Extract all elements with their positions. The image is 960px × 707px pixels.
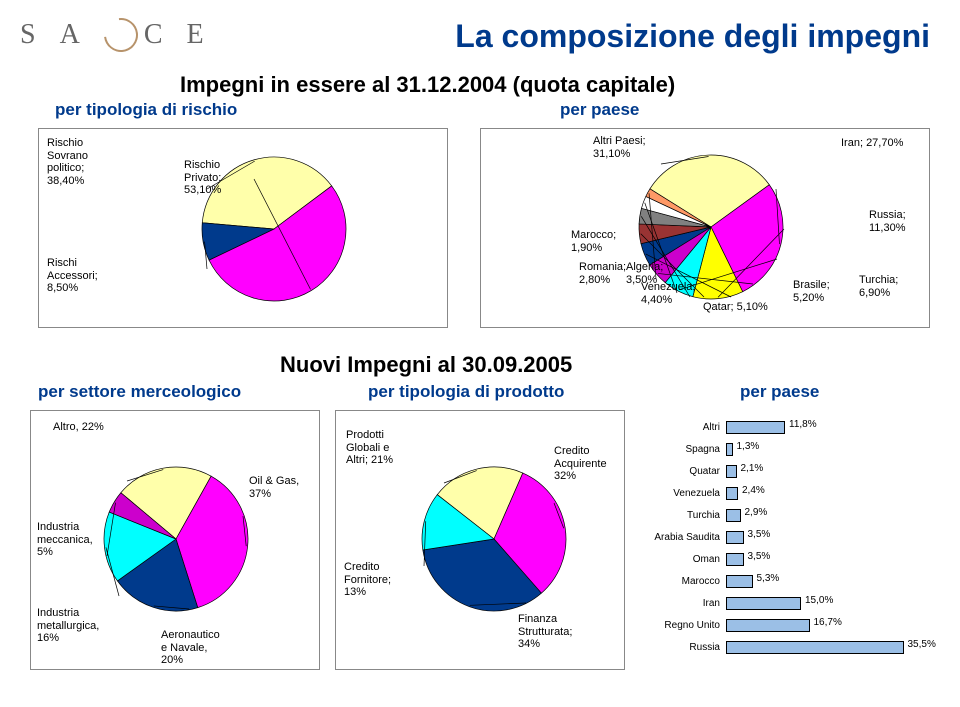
pie-slice-label: RischioPrivato;53,10% — [184, 159, 221, 197]
bar-category-label: Russia — [640, 642, 726, 653]
section-label-tipologia: per tipologia di rischio — [55, 100, 237, 120]
bar-category-label: Oman — [640, 554, 726, 565]
bar-fill — [726, 641, 904, 654]
bar-category-label: Arabia Saudita — [640, 532, 726, 543]
section-label-paese2: per paese — [740, 382, 819, 402]
chart-paese-bar: Altri 11,8% Spagna 1,3% Quatar 2,1% Venezuela 2… — [640, 410, 940, 670]
bar-row: Quatar 2,1% — [640, 460, 940, 482]
pie-slice-label: Industriameccanica,5% — [37, 521, 93, 559]
bar-value-label: 11,8% — [789, 419, 817, 430]
bar-fill — [726, 465, 737, 478]
section-label-paese: per paese — [560, 100, 639, 120]
bar-row: Altri 11,8% — [640, 416, 940, 438]
bar-row: Arabia Saudita 3,5% — [640, 526, 940, 548]
brand-logo: S A C E — [20, 18, 222, 52]
bar-row: Turchia 2,9% — [640, 504, 940, 526]
section-label-prodotto: per tipologia di prodotto — [368, 382, 564, 402]
pie-slice-label: Algeria;3,50% — [626, 261, 663, 286]
bar-row: Iran 15,0% — [640, 592, 940, 614]
bar-fill — [726, 421, 785, 434]
bar-category-label: Marocco — [640, 576, 726, 587]
pie-slice-label: Aeronauticoe Navale,20% — [161, 629, 220, 667]
pie-slice-label: Romania;2,80% — [579, 261, 626, 286]
bar-category-label: Venezuela — [640, 488, 726, 499]
bar-row: Venezuela 2,4% — [640, 482, 940, 504]
chart-merceologico: Altro, 22% Oil & Gas,37% Aeronauticoe Nava… — [30, 410, 320, 670]
chart-prodotto: ProdottiGlobali eAltri; 21% CreditoAcquir… — [335, 410, 625, 670]
bar-row: Regno Unito 16,7% — [640, 614, 940, 636]
pie-slice-label: Turchia;6,90% — [859, 274, 898, 299]
bar-category-label: Regno Unito — [640, 620, 726, 631]
bar-value-label: 15,0% — [805, 595, 833, 606]
bar-fill — [726, 553, 744, 566]
pie-slice-label: Altro, 22% — [53, 421, 104, 434]
subtitle: Impegni in essere al 31.12.2004 (quota c… — [180, 72, 675, 98]
bar-row: Marocco 5,3% — [640, 570, 940, 592]
page-title: La composizione degli impegni — [455, 18, 930, 55]
bar-fill — [726, 443, 733, 456]
bar-category-label: Quatar — [640, 466, 726, 477]
pie-slice-label: ProdottiGlobali eAltri; 21% — [346, 429, 393, 467]
pie-slice-label: Industriametallurgica,16% — [37, 607, 99, 645]
bar-category-label: Spagna — [640, 444, 726, 455]
pie-slice-label: RischiAccessori;8,50% — [47, 257, 98, 295]
pie-slice-label: CreditoFornitore;13% — [344, 561, 391, 599]
pie-slice-label: Brasile;5,20% — [793, 279, 830, 304]
bar-fill — [726, 487, 738, 500]
logo-letter: S — [20, 19, 54, 51]
bar-fill — [726, 597, 801, 610]
bar-fill — [726, 509, 741, 522]
mid-title: Nuovi Impegni al 30.09.2005 — [280, 352, 572, 378]
pie-slice-label: Iran; 27,70% — [841, 137, 903, 150]
bar-value-label: 2,9% — [745, 507, 768, 518]
bar-row: Oman 3,5% — [640, 548, 940, 570]
bar-category-label: Iran — [640, 598, 726, 609]
bar-value-label: 35,5% — [908, 639, 936, 650]
bar-fill — [726, 531, 744, 544]
pie-slice-label: Oil & Gas,37% — [249, 475, 299, 500]
chart-paese-impegni: Altri Paesi;31,10% Iran; 27,70% Russia;11,… — [480, 128, 930, 328]
pie-slice-label: Marocco;1,90% — [571, 229, 616, 254]
bar-value-label: 16,7% — [814, 617, 842, 628]
bar-value-label: 1,3% — [737, 441, 760, 452]
section-label-merceologico: per settore merceologico — [38, 382, 241, 402]
pie-slice-label: CreditoAcquirente32% — [554, 445, 607, 483]
bar-category-label: Turchia — [640, 510, 726, 521]
pie-slice-label: Qatar; 5,10% — [703, 301, 768, 314]
bar-row: Russia 35,5% — [640, 636, 940, 658]
bar-category-label: Altri — [640, 422, 726, 433]
bar-value-label: 2,4% — [742, 485, 765, 496]
bar-fill — [726, 619, 810, 632]
pie-slice-label: RischioSovranopolitico;38,40% — [47, 137, 88, 188]
pie-slice-label: Russia;11,30% — [869, 209, 906, 234]
pie-slice-label: FinanzaStrutturata;34% — [518, 613, 572, 651]
bar-value-label: 3,5% — [748, 529, 771, 540]
logo-letter: C — [144, 19, 181, 51]
logo-swirl-icon — [97, 11, 145, 59]
bar-row: Spagna 1,3% — [640, 438, 940, 460]
bar-value-label: 2,1% — [741, 463, 764, 474]
logo-letter: A — [60, 19, 98, 51]
pie-slice-label: Altri Paesi;31,10% — [593, 135, 646, 160]
logo-letter: E — [187, 19, 222, 51]
bar-value-label: 5,3% — [757, 573, 780, 584]
bar-fill — [726, 575, 753, 588]
chart-tipologia-rischio: RischioSovranopolitico;38,40% RischioPriv… — [38, 128, 448, 328]
bar-value-label: 3,5% — [748, 551, 771, 562]
